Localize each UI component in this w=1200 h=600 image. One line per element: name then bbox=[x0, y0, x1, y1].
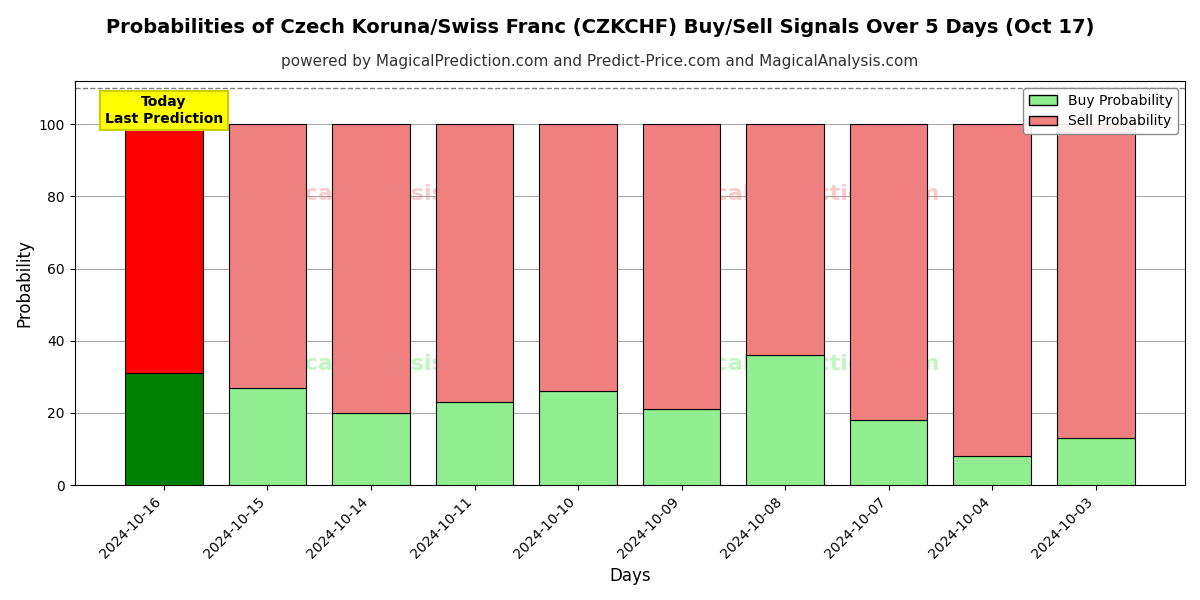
Bar bbox=[643, 409, 720, 485]
Bar bbox=[1057, 124, 1134, 438]
Bar bbox=[229, 124, 306, 388]
Bar bbox=[1057, 438, 1134, 485]
Text: Probabilities of Czech Koruna/Swiss Franc (CZKCHF) Buy/Sell Signals Over 5 Days : Probabilities of Czech Koruna/Swiss Fran… bbox=[106, 18, 1094, 37]
Bar bbox=[125, 373, 203, 485]
Bar bbox=[746, 124, 824, 355]
Bar bbox=[850, 124, 928, 420]
Text: powered by MagicalPrediction.com and Predict-Price.com and MagicalAnalysis.com: powered by MagicalPrediction.com and Pre… bbox=[281, 54, 919, 69]
Bar bbox=[953, 124, 1031, 456]
Bar bbox=[229, 388, 306, 485]
Bar bbox=[125, 124, 203, 373]
Bar bbox=[436, 402, 514, 485]
Bar bbox=[953, 456, 1031, 485]
Text: MagicalPrediction.com: MagicalPrediction.com bbox=[654, 354, 940, 374]
Text: MagicalPrediction.com: MagicalPrediction.com bbox=[654, 184, 940, 204]
Bar bbox=[643, 124, 720, 409]
Text: Today
Last Prediction: Today Last Prediction bbox=[104, 95, 223, 125]
Bar bbox=[746, 355, 824, 485]
Bar bbox=[539, 124, 617, 391]
X-axis label: Days: Days bbox=[610, 567, 650, 585]
Bar bbox=[332, 413, 410, 485]
Text: MagicalAnalysis.com: MagicalAnalysis.com bbox=[244, 354, 505, 374]
Bar bbox=[539, 391, 617, 485]
Y-axis label: Probability: Probability bbox=[16, 239, 34, 327]
Bar bbox=[436, 124, 514, 402]
Bar bbox=[850, 420, 928, 485]
Text: MagicalAnalysis.com: MagicalAnalysis.com bbox=[244, 184, 505, 204]
Bar bbox=[332, 124, 410, 413]
Legend: Buy Probability, Sell Probability: Buy Probability, Sell Probability bbox=[1024, 88, 1178, 134]
